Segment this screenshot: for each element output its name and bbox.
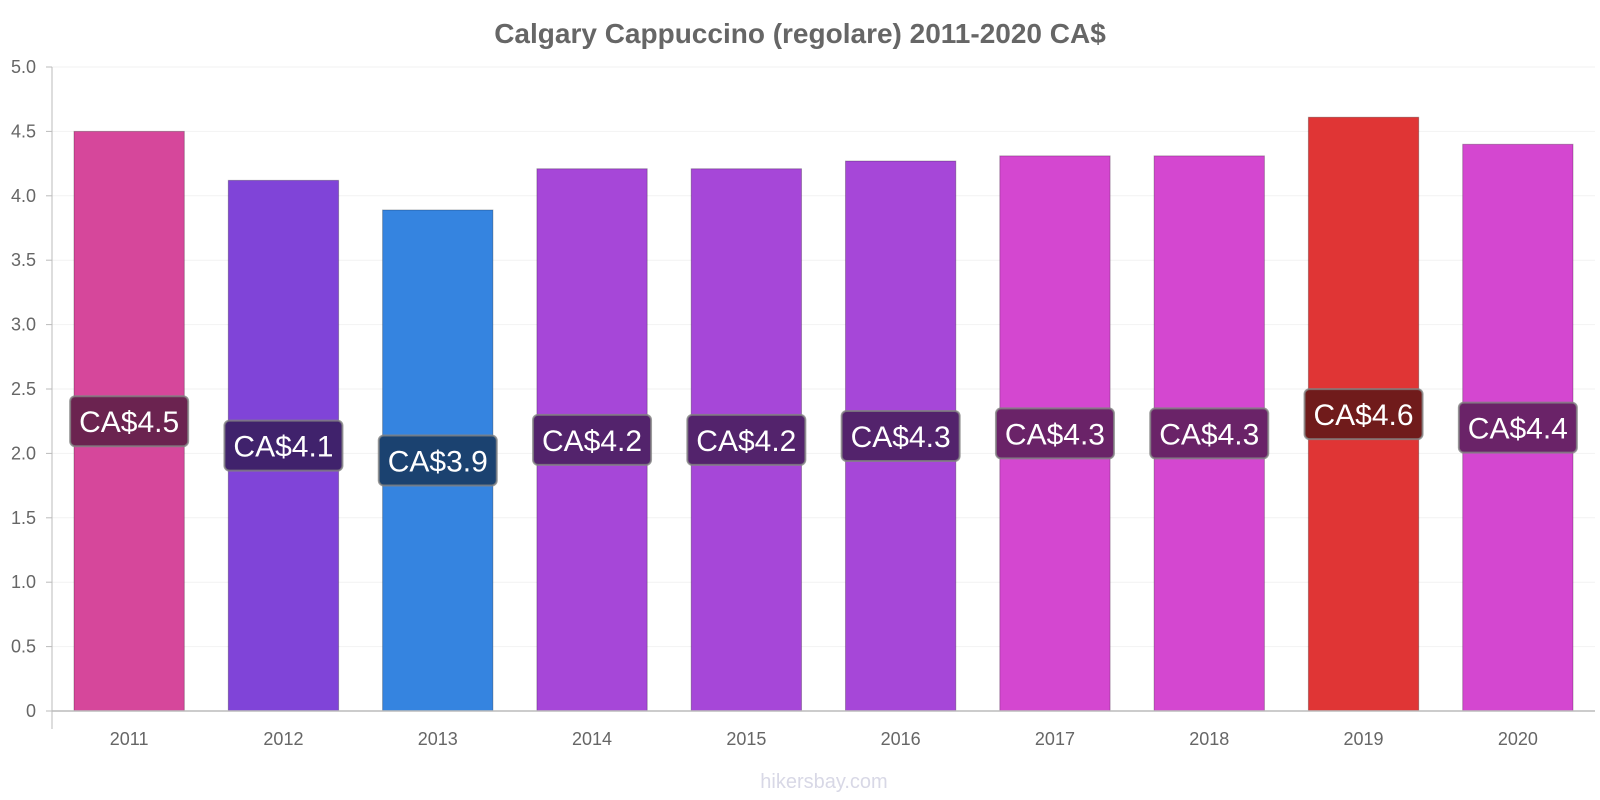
data-labels: CA$4.5 CA$4.1 CA$3.9 CA$4.2 CA$4.2 CA$4.3 CA$4… [69,388,1578,487]
chart-title: Calgary Cappuccino (regolare) 2011-2020 … [494,18,1106,49]
y-axis: 0 0.5 1.0 1.5 2.0 2.5 3.0 3.5 4.0 4.5 5.0 [11,57,53,729]
data-label: CA$4.3 [1005,418,1105,451]
credit-text: hikersbay.com [760,771,887,793]
y-tick-label: 2.5 [11,379,36,399]
data-label: CA$4.4 [1468,413,1568,446]
x-tick-label: 2012 [263,729,303,749]
y-tick-label: 2.0 [11,443,36,463]
x-tick-label: 2020 [1498,729,1538,749]
y-tick-label: 0 [26,701,36,721]
data-label: CA$4.6 [1314,399,1414,432]
data-label-background [532,413,653,466]
data-label-background [377,434,498,487]
x-tick-label: 2019 [1344,729,1384,749]
data-label-background [69,395,190,448]
data-label-background [223,419,344,472]
data-label: CA$4.3 [851,421,951,454]
y-tick-label: 1.5 [11,508,36,528]
data-label-background [1303,388,1424,441]
x-tick-label: 2013 [418,729,458,749]
data-label-background [686,413,807,466]
y-tick-label: 3.5 [11,250,36,270]
data-label-background [994,407,1115,460]
x-tick-label: 2016 [881,729,921,749]
data-label: CA$4.5 [79,406,179,439]
data-label-background [1457,401,1578,454]
data-label: CA$4.1 [233,431,333,464]
data-label: CA$4.3 [1159,418,1259,451]
y-tick-label: 5.0 [11,57,36,77]
x-tick-label: 2014 [572,729,612,749]
x-tick-label: 2011 [110,729,149,749]
y-tick-label: 1.0 [11,572,36,592]
y-tick-label: 4.5 [11,121,36,141]
data-label: CA$4.2 [542,425,642,458]
y-tick-label: 3.0 [11,315,36,335]
y-tick-label: 4.0 [11,186,36,206]
data-label-background [1149,407,1270,460]
data-label: CA$4.2 [696,425,796,458]
y-tick-label: 0.5 [11,637,36,657]
x-tick-label: 2018 [1189,729,1229,749]
x-axis: 2011 2012 2013 2014 2015 2016 2017 2018 2019 2020 [52,710,1595,749]
data-label: CA$3.9 [388,445,488,478]
x-tick-label: 2017 [1035,729,1075,749]
data-label-background [840,410,961,463]
x-tick-label: 2015 [726,729,766,749]
